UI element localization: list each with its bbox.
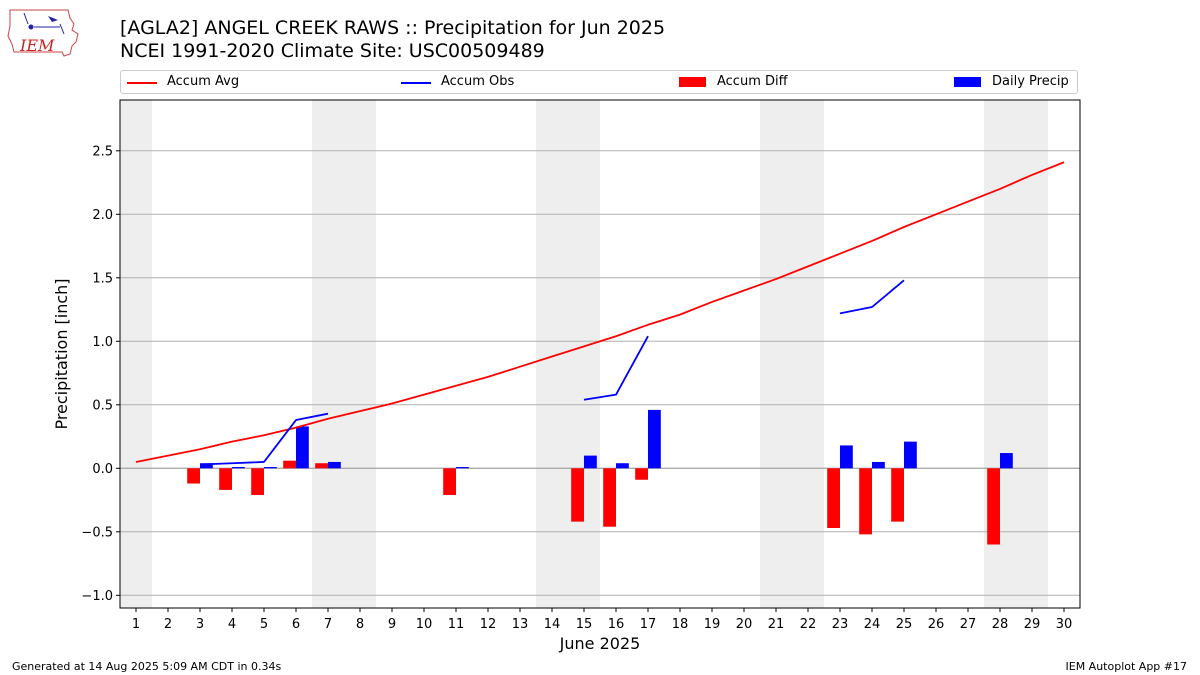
legend-swatch	[401, 82, 431, 84]
x-tick-label: 23	[832, 617, 849, 632]
daily-precip-bar	[584, 455, 597, 469]
accum-obs-line	[583, 335, 649, 401]
x-tick-label: 28	[992, 617, 1009, 632]
accum-diff-bar	[219, 468, 232, 490]
daily-precip-bar	[232, 467, 245, 469]
accum-diff-bar	[827, 468, 840, 528]
daily-precip-bar	[872, 461, 885, 469]
y-tick-label: −0.5	[81, 525, 113, 540]
x-tick-label: 24	[864, 617, 881, 632]
x-tick-label: 6	[292, 617, 300, 632]
accum-diff-bar	[635, 468, 648, 480]
x-tick-label: 1	[132, 617, 140, 632]
x-axis-label: June 2025	[559, 634, 641, 653]
x-tick-label: 21	[768, 617, 785, 632]
legend: Accum Avg Accum Obs Accum Diff Daily Pre…	[120, 70, 1078, 94]
x-tick-label: 9	[388, 617, 396, 632]
x-tick-label: 15	[576, 617, 593, 632]
x-tick-label: 3	[196, 617, 204, 632]
daily-precip-bar	[328, 461, 341, 469]
x-tick-label: 26	[928, 617, 945, 632]
y-tick-label: −1.0	[81, 589, 113, 604]
lines	[135, 161, 1065, 466]
x-tick-label: 19	[704, 617, 721, 632]
accum-diff-bar	[187, 468, 200, 484]
x-tick-label: 30	[1056, 617, 1073, 632]
x-tick-label: 5	[260, 617, 268, 632]
chart-subtitle: NCEI 1991-2020 Climate Site: USC00509489	[120, 40, 545, 62]
x-tick-label: 17	[640, 617, 657, 632]
accum-diff-bar	[859, 468, 872, 535]
x-tick-label: 7	[324, 617, 332, 632]
daily-precip-bar	[200, 463, 213, 469]
chart-title: [AGLA2] ANGEL CREEK RAWS :: Precipitatio…	[120, 17, 666, 39]
legend-label: Daily Precip	[992, 74, 1069, 89]
accum-diff-bar	[315, 463, 328, 469]
bars	[187, 409, 1013, 545]
logo-text: IEM	[19, 36, 55, 55]
legend-swatch	[679, 77, 706, 87]
legend-label: Accum Diff	[717, 74, 788, 89]
x-tick-label: 11	[448, 617, 465, 632]
weekend-band	[536, 100, 600, 608]
y-axis-label: Precipitation [inch]	[52, 278, 71, 429]
daily-precip-bar	[616, 463, 629, 469]
accum-diff-bar	[891, 468, 904, 522]
plot-area	[119, 99, 1081, 609]
y-tick-label: 2.5	[92, 144, 113, 159]
x-tick-label: 4	[228, 617, 236, 632]
x-tick-label: 22	[800, 617, 817, 632]
x-tick-label: 10	[416, 617, 433, 632]
x-tick-label: 16	[608, 617, 625, 632]
y-tick-label: 0.0	[92, 462, 113, 477]
x-tick-label: 13	[512, 617, 529, 632]
weekend-band	[312, 100, 376, 608]
legend-label: Accum Avg	[167, 74, 240, 89]
x-tick-label: 20	[736, 617, 753, 632]
y-tick-label: 2.0	[92, 208, 113, 223]
y-tick-label: 1.5	[92, 271, 113, 286]
weekend-band	[760, 100, 824, 608]
accum-diff-bar	[283, 460, 296, 469]
daily-precip-bar	[904, 441, 917, 469]
accum-avg-line	[135, 161, 1065, 463]
daily-precip-bar	[296, 426, 309, 469]
footer-app: IEM Autoplot App #17	[1065, 660, 1188, 673]
y-tick-label: 1.0	[92, 335, 113, 350]
gridlines	[120, 150, 1080, 596]
accum-obs-line	[839, 279, 905, 315]
weekend-band	[120, 100, 152, 608]
axis-ticks: −1.0−0.50.00.51.01.52.02.51 2 3 4 5 6 7 8 9 10 11 1…	[81, 144, 1072, 632]
accum-diff-bar	[251, 468, 264, 495]
y-tick-label: 0.5	[92, 398, 113, 413]
accum-obs-line	[199, 412, 329, 466]
daily-precip-bar	[264, 467, 277, 469]
x-tick-label: 27	[960, 617, 977, 632]
x-tick-label: 18	[672, 617, 689, 632]
legend-label: Accum Obs	[441, 74, 515, 89]
accum-diff-bar	[571, 468, 584, 522]
footer-generated: Generated at 14 Aug 2025 5:09 AM CDT in …	[12, 660, 282, 673]
x-tick-label: 2	[164, 617, 172, 632]
daily-precip-bar	[840, 445, 853, 469]
x-tick-label: 14	[544, 617, 561, 632]
x-tick-label: 25	[896, 617, 913, 632]
legend-swatch	[954, 77, 981, 87]
iowa-state-map-logo	[7, 9, 79, 57]
accum-diff-bar	[987, 468, 1000, 545]
daily-precip-bar	[456, 467, 469, 469]
daily-precip-bar	[648, 409, 661, 469]
x-tick-label: 12	[480, 617, 497, 632]
accum-diff-bar	[443, 468, 456, 495]
x-tick-label: 29	[1024, 617, 1041, 632]
legend-swatch	[127, 82, 157, 84]
x-tick-label: 8	[356, 617, 364, 632]
daily-precip-bar	[1000, 453, 1013, 469]
accum-diff-bar	[603, 468, 616, 527]
